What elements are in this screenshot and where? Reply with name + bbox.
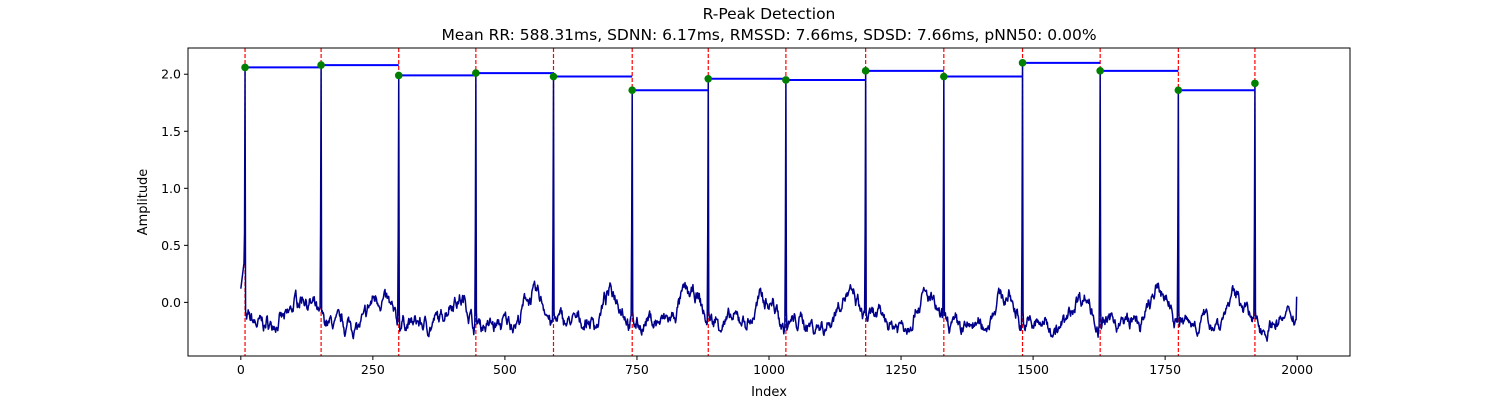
r-peak-marker bbox=[1096, 67, 1104, 75]
r-peak-marker bbox=[241, 63, 249, 72]
x-tick-label: 750 bbox=[625, 362, 649, 377]
x-tick-label: 500 bbox=[493, 362, 517, 377]
r-peak-marker bbox=[861, 67, 870, 75]
r-peak-marker bbox=[940, 72, 948, 81]
y-tick-label: 0.0 bbox=[161, 295, 181, 310]
x-tick-label: 250 bbox=[361, 362, 385, 377]
x-axis-label: Index bbox=[751, 385, 787, 400]
r-peak-marker bbox=[704, 75, 713, 83]
x-tick-label: 0 bbox=[237, 362, 245, 377]
y-tick-label: 1.0 bbox=[161, 181, 181, 196]
peak-markers-group bbox=[241, 59, 1259, 95]
chart-title: R-Peak Detection bbox=[703, 5, 836, 23]
y-axis-label: Amplitude bbox=[136, 169, 151, 236]
x-tick-label: 1750 bbox=[1149, 362, 1181, 377]
r-peak-marker bbox=[549, 72, 558, 81]
r-peak-marker bbox=[1174, 86, 1183, 95]
peak-lines-group bbox=[244, 48, 1256, 356]
chart-subtitle: Mean RR: 588.31ms, SDNN: 6.17ms, RMSSD: … bbox=[441, 26, 1096, 44]
y-axis: 0.0 0.5 1.0 1.5 2.0 bbox=[161, 67, 188, 310]
x-axis: 0 250 500 750 1000 1250 1500 1750 2000 bbox=[237, 356, 1313, 377]
r-peak-marker bbox=[1251, 79, 1259, 88]
x-tick-label: 2000 bbox=[1281, 362, 1313, 377]
ecg-signal-line bbox=[240, 62, 1298, 342]
x-tick-label: 1000 bbox=[753, 362, 785, 377]
r-peak-marker bbox=[472, 69, 480, 77]
y-tick-label: 2.0 bbox=[161, 67, 181, 82]
x-tick-label: 1500 bbox=[1017, 362, 1049, 377]
r-peak-marker bbox=[782, 76, 790, 84]
y-tick-label: 0.5 bbox=[161, 238, 181, 253]
rr-segments-group bbox=[245, 61, 1255, 92]
x-tick-label: 1250 bbox=[885, 362, 917, 377]
y-tick-label: 1.5 bbox=[161, 124, 181, 139]
r-peak-marker bbox=[1018, 59, 1027, 67]
r-peak-marker bbox=[628, 86, 637, 95]
signal-group bbox=[240, 62, 1298, 342]
r-peak-marker bbox=[394, 71, 403, 80]
r-peak-marker bbox=[317, 61, 325, 69]
